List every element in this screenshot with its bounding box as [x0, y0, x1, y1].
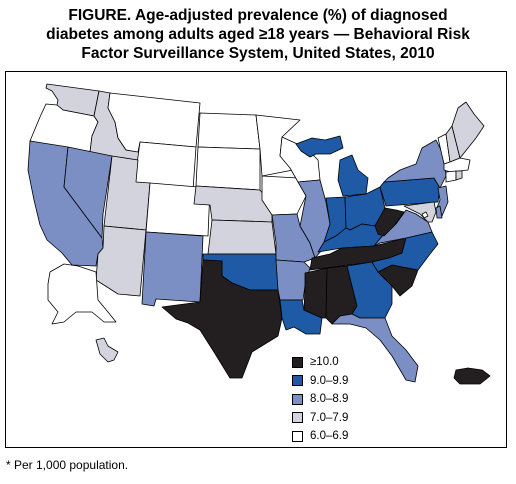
- state-nd: [197, 112, 261, 150]
- legend: ≥10.0 9.0–9.9 8.0–8.9 7.0–7.9 6.0–6.9: [292, 353, 348, 446]
- state-nv: [63, 146, 113, 239]
- state-me: [451, 101, 485, 159]
- state-pa: [379, 177, 441, 207]
- legend-swatch: [292, 393, 303, 405]
- legend-label: 6.0–6.9: [310, 430, 349, 443]
- state-pr: [453, 367, 491, 385]
- state-la: [279, 299, 323, 335]
- state-ms: [303, 267, 328, 319]
- state-co: [145, 182, 211, 237]
- map-frame: [5, 71, 507, 448]
- title-line-1: FIGURE. Age-adjusted prevalence (%) of d…: [68, 7, 448, 24]
- state-sd: [195, 146, 261, 191]
- state-dc: [421, 211, 429, 219]
- state-ks: [207, 219, 277, 255]
- title-line-2: diabetes among adults aged ≥18 years — B…: [46, 26, 470, 43]
- state-md: [403, 201, 437, 223]
- footnote: * Per 1,000 population.: [6, 458, 129, 472]
- state-fl: [331, 313, 419, 383]
- state-az: [95, 225, 147, 297]
- legend-swatch: [292, 375, 303, 387]
- legend-swatch: [292, 430, 303, 442]
- state-de: [435, 205, 443, 219]
- state-ak: [47, 263, 117, 325]
- legend-swatch: [292, 412, 303, 424]
- legend-label: 9.0–9.9: [310, 374, 349, 387]
- state-up: [295, 135, 344, 158]
- state-mt: [107, 92, 201, 153]
- legend-label: 7.0–7.9: [310, 411, 349, 424]
- state-ar: [275, 259, 311, 301]
- state-nc: [371, 231, 439, 273]
- legend-item: 6.0–6.9: [292, 427, 348, 446]
- legend-item: 7.0–7.9: [292, 409, 348, 428]
- figure-title: FIGURE. Age-adjusted prevalence (%) of d…: [4, 6, 512, 63]
- legend-label: ≥10.0: [310, 356, 339, 369]
- state-tx: [161, 259, 283, 379]
- state-ri: [455, 170, 463, 181]
- state-ma: [443, 157, 471, 173]
- state-ct: [445, 170, 457, 183]
- legend-item: 8.0–8.9: [292, 390, 348, 409]
- state-wv: [374, 207, 405, 237]
- state-mi: [337, 154, 369, 197]
- state-hi: [95, 337, 119, 363]
- title-line-3: Factor Surveillance System, United State…: [81, 45, 435, 62]
- state-il: [297, 179, 331, 259]
- legend-label: 8.0–8.9: [310, 393, 349, 406]
- legend-item: 9.0–9.9: [292, 372, 348, 391]
- legend-swatch: [292, 356, 303, 368]
- state-nm: [141, 231, 204, 307]
- legend-item: ≥10.0: [292, 353, 348, 372]
